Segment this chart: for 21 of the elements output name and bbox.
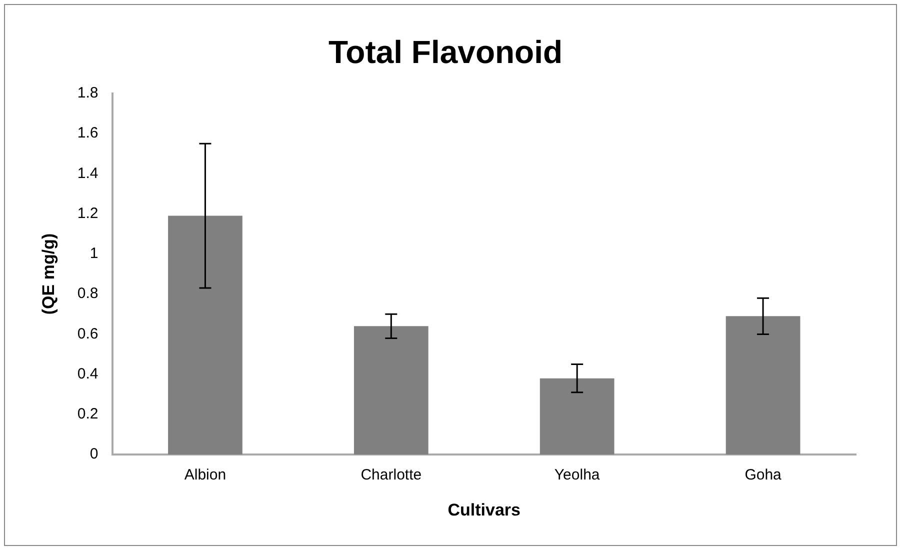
x-axis-title: Cultivars	[448, 500, 520, 520]
y-tick-label: 1.2	[77, 204, 98, 222]
y-tick-label: 1.6	[77, 124, 98, 142]
x-tick-label: Goha	[744, 466, 782, 484]
y-tick-label: 0	[90, 446, 98, 463]
y-tick-label: 0.8	[77, 285, 98, 302]
y-tick-label: 1.8	[77, 84, 98, 102]
bar	[168, 216, 242, 455]
y-axis-title: (QE mg/g)	[38, 233, 58, 315]
chart-title: Total Flavonoid	[328, 34, 563, 70]
x-tick-label: Albion	[184, 466, 226, 484]
bar	[354, 326, 428, 455]
x-tick-label: Charlotte	[360, 466, 422, 484]
y-tick-label: 0.2	[77, 406, 98, 423]
x-tick-label: Yeolha	[554, 466, 600, 484]
y-tick-label: 0.4	[77, 365, 98, 382]
y-tick-label: 1.4	[77, 164, 98, 182]
y-tick-label: 0.6	[77, 325, 98, 342]
bar	[540, 378, 614, 455]
y-tick-label: 1	[90, 245, 98, 262]
bar	[726, 316, 800, 455]
